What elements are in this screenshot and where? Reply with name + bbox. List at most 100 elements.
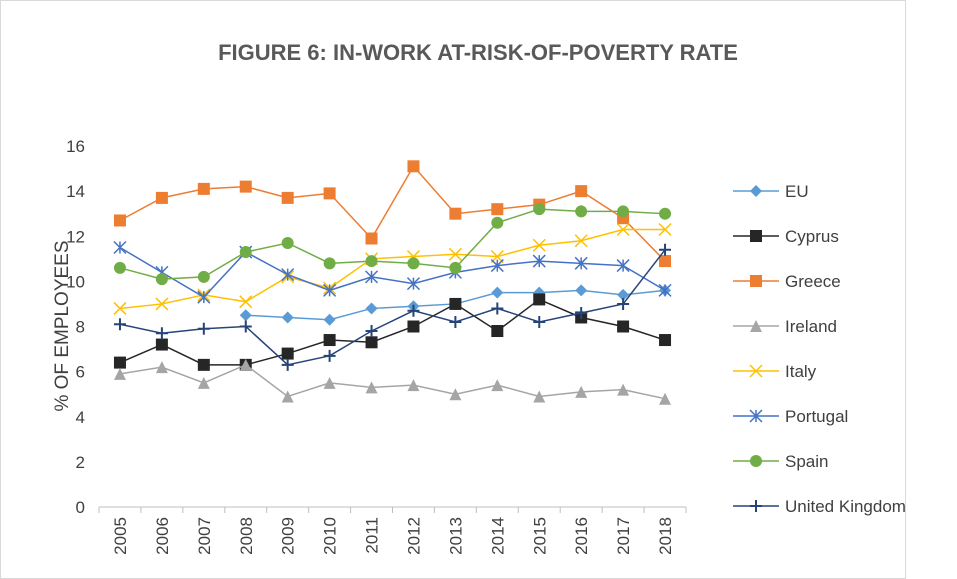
marker (323, 187, 336, 200)
marker (281, 191, 294, 204)
marker (155, 273, 168, 286)
marker (533, 293, 546, 306)
y-tick-label: 8 (76, 318, 85, 337)
y-tick-label: 12 (66, 227, 85, 246)
legend-label: Italy (785, 362, 817, 381)
marker (197, 358, 210, 371)
marker (533, 315, 546, 328)
marker (617, 383, 630, 396)
marker (365, 270, 379, 284)
marker (491, 302, 504, 315)
y-tick-label: 0 (76, 498, 85, 517)
marker (365, 255, 378, 268)
chart-frame (0, 0, 906, 579)
y-tick-label: 16 (66, 137, 85, 156)
marker (407, 320, 420, 333)
chart-title: FIGURE 6: IN-WORK AT-RISK-OF-POVERTY RAT… (218, 40, 738, 65)
marker (365, 302, 378, 315)
marker (406, 277, 420, 291)
marker (113, 241, 127, 255)
legend-marker (749, 409, 763, 423)
x-tick-label: 2012 (404, 517, 423, 555)
marker (155, 297, 169, 311)
marker (323, 257, 336, 270)
marker (449, 261, 462, 274)
marker (281, 347, 294, 360)
x-tick-label: 2015 (530, 517, 549, 555)
marker (491, 286, 504, 299)
series-line (119, 246, 666, 299)
y-tick-label: 4 (76, 408, 85, 427)
x-tick-label: 2006 (153, 517, 172, 555)
marker (491, 203, 504, 216)
marker (281, 390, 294, 403)
marker (659, 392, 672, 405)
legend-marker (750, 455, 762, 467)
marker (113, 301, 127, 315)
marker (532, 238, 546, 252)
series-line (119, 208, 666, 280)
marker (239, 295, 253, 309)
marker (155, 191, 168, 204)
legend-label: Cyprus (785, 227, 839, 246)
legend-marker (750, 500, 762, 512)
marker (449, 315, 462, 328)
x-tick-label: 2018 (656, 517, 675, 555)
marker (616, 259, 630, 273)
marker (281, 237, 294, 250)
marker (575, 306, 588, 319)
y-tick-label: 14 (66, 182, 85, 201)
marker (407, 304, 420, 317)
marker (197, 270, 210, 283)
marker (365, 336, 378, 349)
x-tick-label: 2011 (363, 517, 382, 554)
marker (239, 320, 252, 333)
legend-label: Portugal (785, 407, 848, 426)
marker (449, 388, 462, 401)
marker (281, 311, 294, 324)
marker (323, 376, 336, 389)
x-tick-label: 2007 (195, 517, 214, 555)
marker (532, 254, 546, 268)
marker (659, 207, 672, 220)
marker (575, 185, 588, 198)
x-tick-label: 2005 (111, 517, 130, 555)
marker (113, 318, 126, 331)
marker (365, 325, 378, 338)
marker (617, 320, 630, 333)
marker (407, 379, 420, 392)
marker (490, 259, 504, 273)
legend-label: EU (785, 182, 809, 201)
marker (533, 390, 546, 403)
legend-marker (749, 364, 763, 378)
marker (574, 256, 588, 270)
legend-marker (750, 230, 762, 242)
y-axis-label: % OF EMPLOYEES (52, 240, 73, 411)
marker (197, 376, 210, 389)
marker (491, 216, 504, 229)
marker (323, 334, 336, 347)
y-tick-label: 2 (76, 453, 85, 472)
marker (155, 361, 168, 374)
x-tick-label: 2017 (614, 517, 633, 555)
marker (659, 243, 672, 256)
x-tick-label: 2013 (446, 517, 465, 555)
series-line (119, 228, 666, 310)
y-tick-label: 6 (76, 363, 85, 382)
legend-label: United Kingdom (785, 497, 906, 516)
marker (448, 247, 462, 261)
marker (491, 379, 504, 392)
series-line (119, 249, 666, 366)
x-tick-label: 2008 (237, 517, 256, 555)
legend-marker (750, 185, 762, 197)
marker (658, 283, 672, 297)
y-tick-label: 10 (66, 272, 85, 291)
marker (574, 234, 588, 248)
x-tick-label: 2016 (572, 517, 591, 555)
marker (616, 222, 630, 237)
marker (239, 358, 252, 371)
legend-label: Spain (785, 452, 828, 471)
series-line (119, 363, 666, 400)
marker (197, 322, 210, 335)
